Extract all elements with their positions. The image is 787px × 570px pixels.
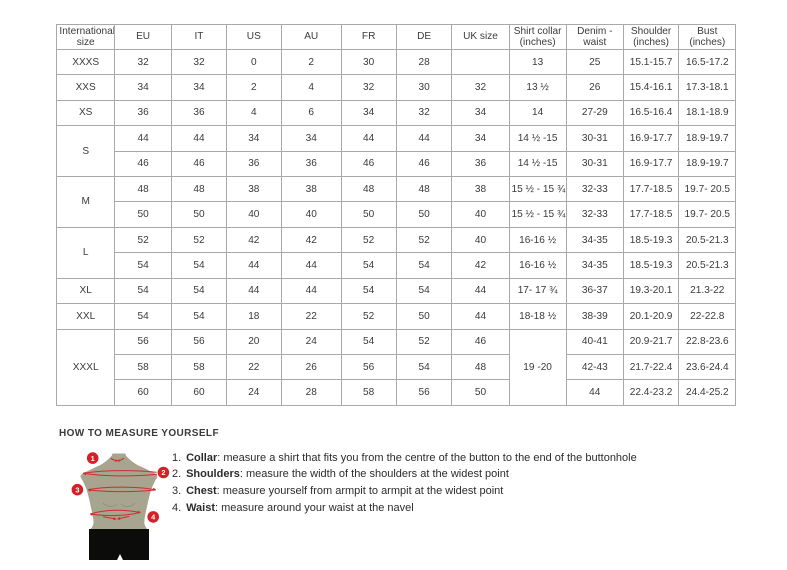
svg-text:1: 1 bbox=[91, 454, 95, 463]
svg-text:3: 3 bbox=[75, 485, 79, 494]
svg-text:2: 2 bbox=[161, 468, 165, 477]
